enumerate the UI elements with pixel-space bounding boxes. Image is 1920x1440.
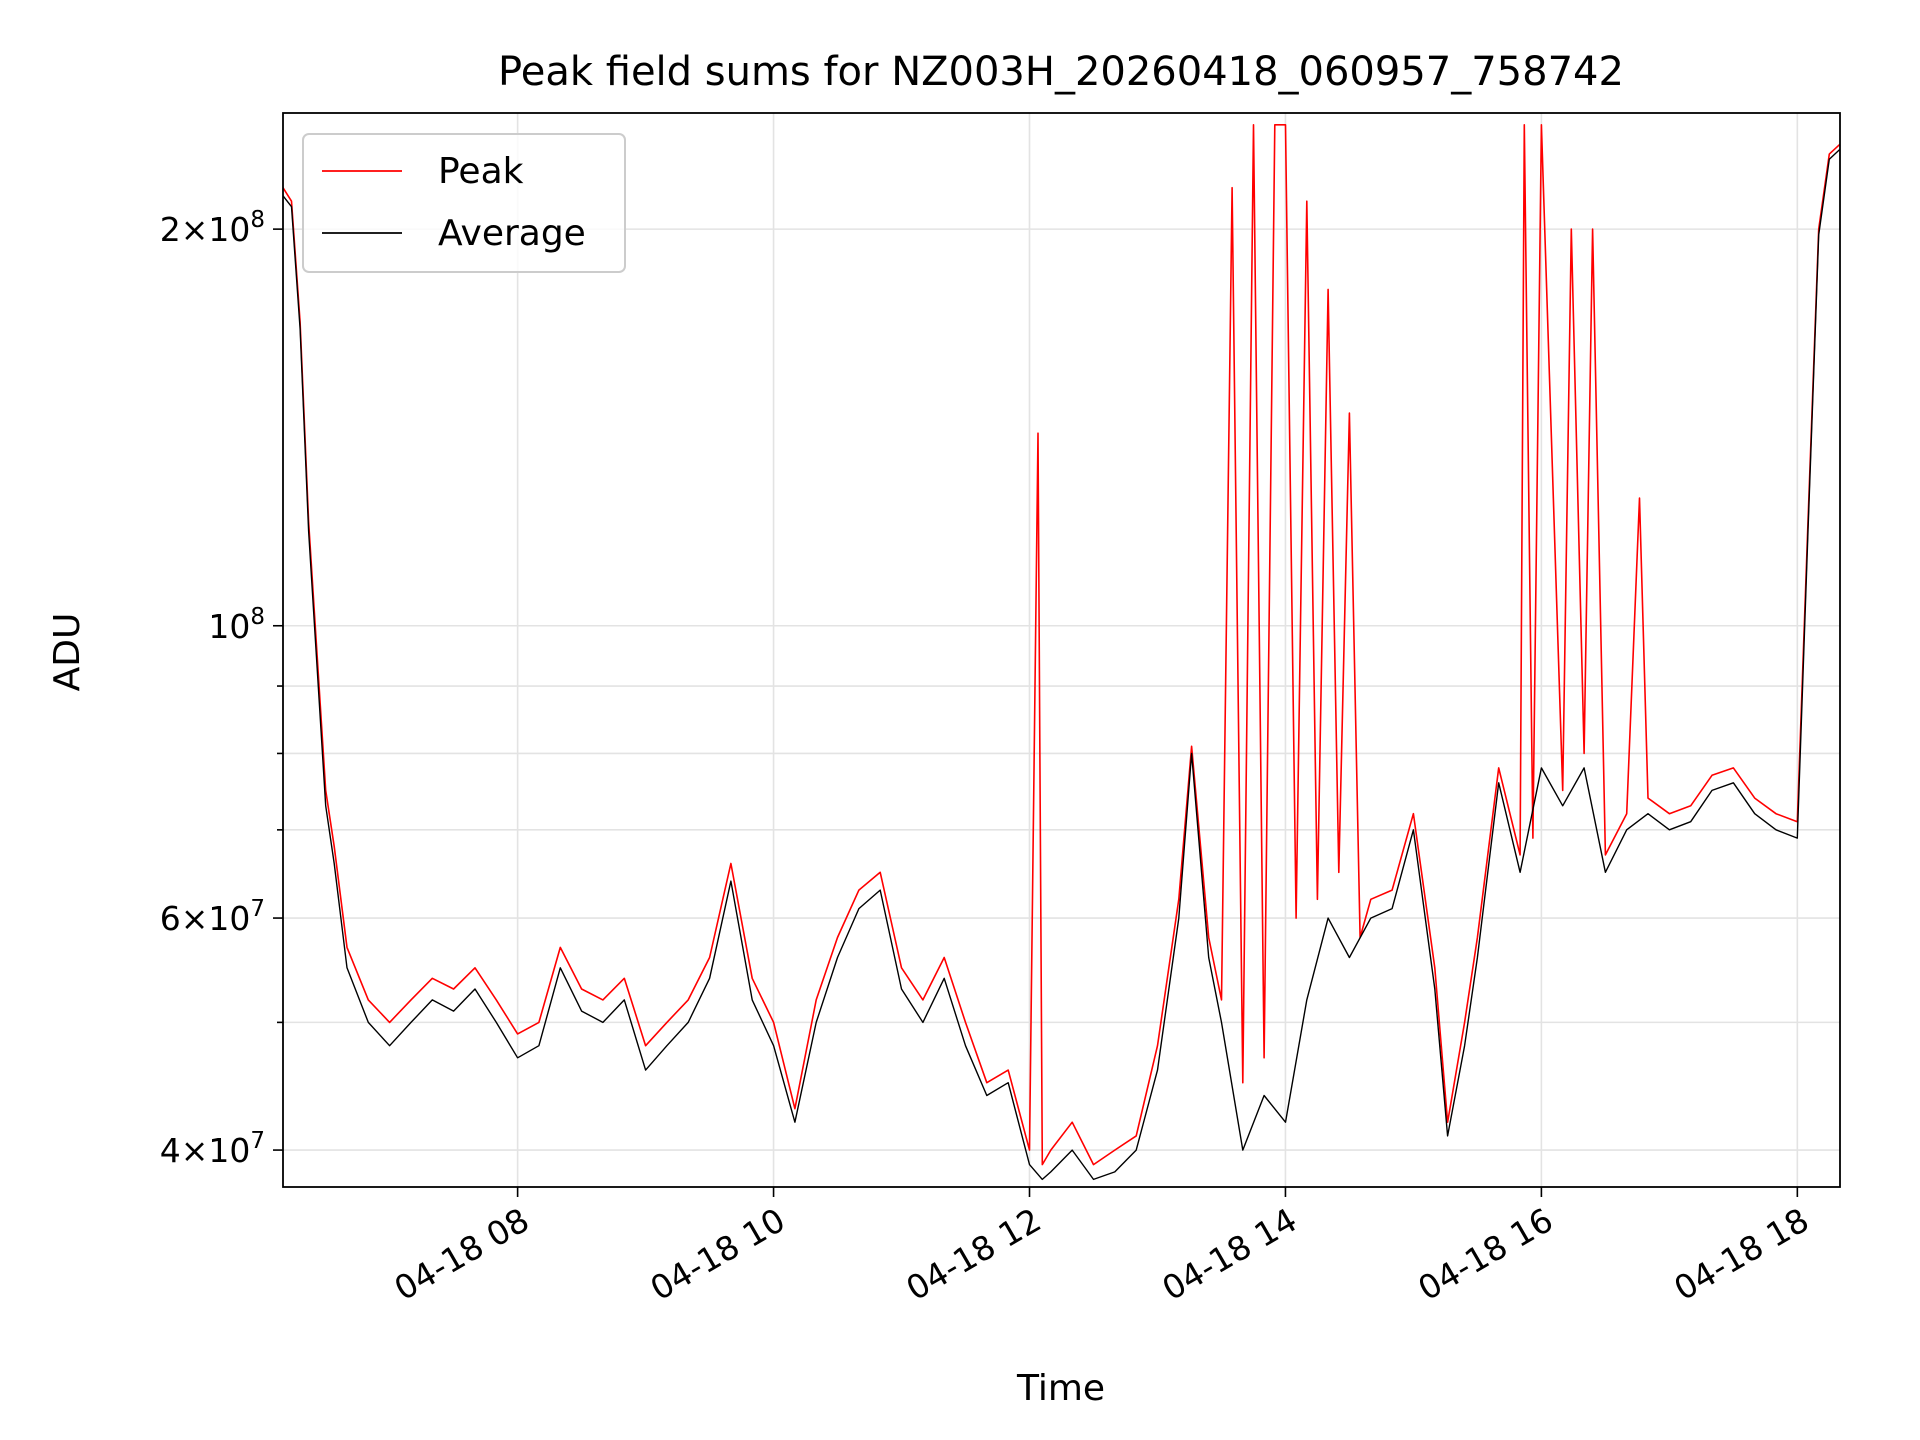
y-axis-label: ADU xyxy=(47,613,88,692)
legend-box xyxy=(302,133,626,273)
legend-label-average: Average xyxy=(438,213,586,254)
y-tick-label: 6×107 xyxy=(160,896,265,938)
chart-title: Peak field sums for NZ003H_20260418_0609… xyxy=(498,49,1624,95)
y-tick-label: 108 xyxy=(208,604,265,646)
y-tick-label: 2×108 xyxy=(160,207,265,249)
series-line-peak xyxy=(282,124,1841,1166)
y-tick-label: 4×107 xyxy=(160,1128,265,1170)
legend-label-peak: Peak xyxy=(438,151,524,192)
plot-area xyxy=(282,124,1841,1181)
x-axis-label: Time xyxy=(1016,1368,1105,1409)
legend: Peak Average xyxy=(302,133,626,273)
series-line-average xyxy=(282,148,1841,1181)
axes-frame xyxy=(282,112,1841,1188)
